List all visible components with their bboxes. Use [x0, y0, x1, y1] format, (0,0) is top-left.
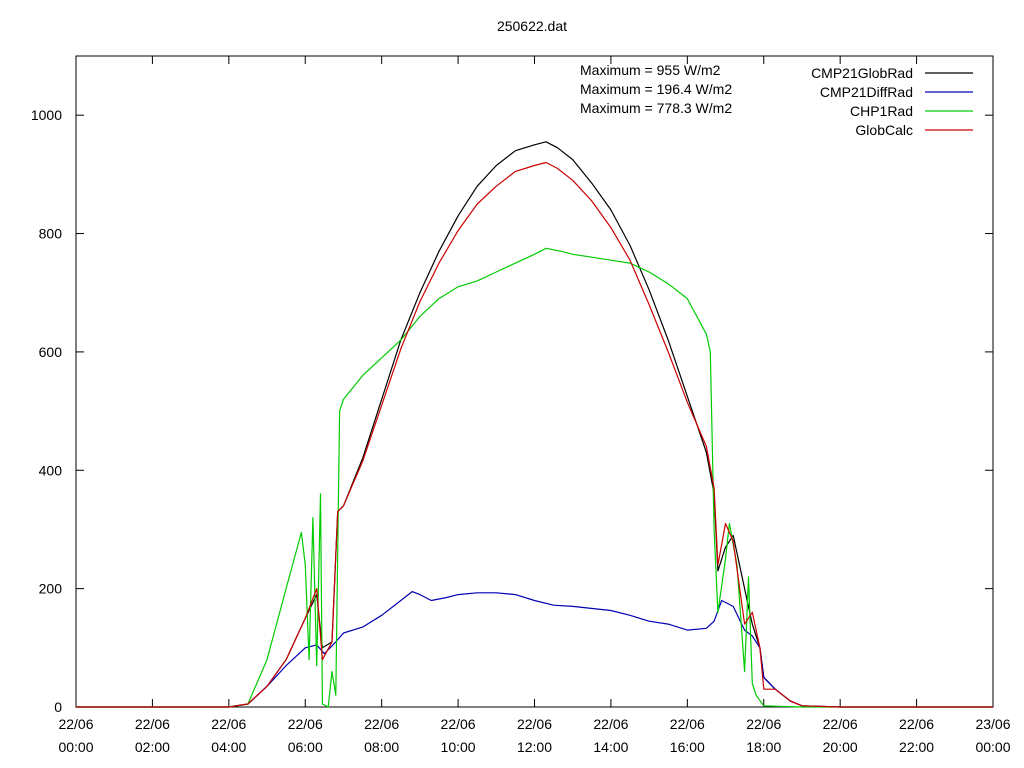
x-tick-label-date: 22/06: [441, 716, 476, 732]
series-group: [76, 141, 993, 708]
y-tick-label: 200: [39, 581, 63, 597]
series-line-chp1rad: [76, 247, 993, 708]
max-annotation: Maximum = 196.4 W/m2: [580, 81, 732, 97]
y-tick-label: 800: [39, 226, 63, 242]
legend-label: CMP21DiffRad: [820, 84, 913, 100]
y-tick-label: 0: [54, 699, 62, 715]
series-line-globcalc: [76, 161, 993, 708]
y-tick-label: 1000: [31, 107, 62, 123]
chart-title: 250622.dat: [497, 18, 567, 34]
x-tick-label-time: 06:00: [288, 739, 323, 755]
max-annotation: Maximum = 955 W/m2: [580, 62, 721, 78]
x-tick-label-time: 00:00: [975, 739, 1010, 755]
x-tick-label-time: 10:00: [441, 739, 476, 755]
legend-label: GlobCalc: [855, 122, 913, 138]
x-axis: 22/06 00:00 22/06 02:00 22/06 04:00 22/06 06:00…: [58, 56, 1011, 755]
x-tick-label-date: 22/06: [211, 716, 246, 732]
x-tick-label-time: 04:00: [211, 739, 246, 755]
x-tick-label-time: 16:00: [670, 739, 705, 755]
x-tick-label-date: 22/06: [58, 716, 93, 732]
legend: CMP21GlobRad CMP21DiffRad CHP1Rad GlobCalc: [811, 65, 973, 138]
x-tick-label-date: 22/06: [364, 716, 399, 732]
max-annotation: Maximum = 778.3 W/m2: [580, 100, 732, 116]
x-tick-label-date: 22/06: [899, 716, 934, 732]
x-tick-label-date: 22/06: [593, 716, 628, 732]
x-tick-label-date: 22/06: [823, 716, 858, 732]
plot-frame: [75, 55, 994, 708]
x-tick-label-time: 00:00: [58, 739, 93, 755]
x-tick-label-date: 22/06: [517, 716, 552, 732]
legend-label: CHP1Rad: [850, 103, 913, 119]
y-tick-label: 400: [39, 462, 63, 478]
series-line-cmp21diffrad: [76, 591, 993, 708]
x-tick-label-date: 22/06: [746, 716, 781, 732]
x-tick-label-date: 22/06: [288, 716, 323, 732]
x-tick-label-date: 22/06: [135, 716, 170, 732]
x-tick-label-time: 18:00: [746, 739, 781, 755]
x-tick-label-date: 22/06: [670, 716, 705, 732]
annotations: Maximum = 955 W/m2 Maximum = 196.4 W/m2 Ma…: [580, 62, 732, 116]
y-axis: 0 200 400 600 800 1000: [31, 107, 993, 715]
y-tick-label: 600: [39, 344, 63, 360]
x-tick-label-time: 08:00: [364, 739, 399, 755]
legend-label: CMP21GlobRad: [811, 65, 913, 81]
series-line-cmp21globrad: [76, 141, 993, 708]
x-tick-label-time: 12:00: [517, 739, 552, 755]
x-tick-label-time: 14:00: [593, 739, 628, 755]
x-tick-label-date: 23/06: [975, 716, 1010, 732]
x-tick-label-time: 02:00: [135, 739, 170, 755]
x-tick-label-time: 20:00: [823, 739, 858, 755]
x-tick-label-time: 22:00: [899, 739, 934, 755]
